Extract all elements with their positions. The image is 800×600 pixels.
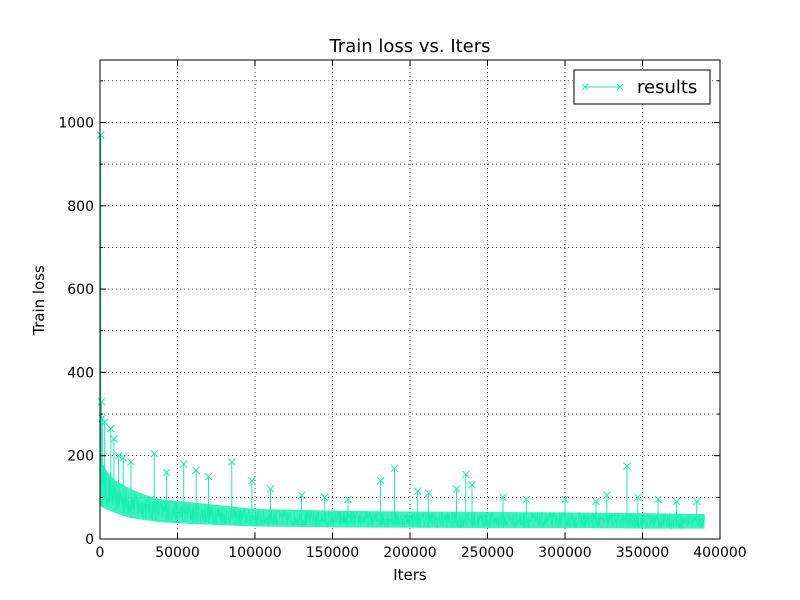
marker-stroke <box>592 497 600 506</box>
y-tick-label: 0 <box>85 532 94 548</box>
marker-stroke <box>100 418 109 427</box>
x-tick-label: 350000 <box>616 545 669 561</box>
series-results-marker <box>672 497 681 506</box>
series-results-marker <box>248 476 256 485</box>
marker-stroke <box>499 493 507 502</box>
x-tick-label: 300000 <box>538 545 591 561</box>
marker-stroke <box>96 131 105 139</box>
series-results-marker <box>424 489 433 498</box>
series-results-marker <box>179 460 188 468</box>
marker-stroke <box>192 466 200 475</box>
y-tick-label: 600 <box>67 282 94 298</box>
marker-stroke <box>320 493 329 502</box>
marker-stroke <box>266 485 275 493</box>
marker-stroke <box>623 462 631 470</box>
marker-stroke <box>297 491 306 500</box>
marker-stroke <box>522 495 531 504</box>
series-results-marker <box>344 495 352 504</box>
series-results-marker <box>592 497 600 506</box>
x-tick-label: 150000 <box>306 545 359 561</box>
y-tick-label: 400 <box>67 365 94 381</box>
y-tick-label: 800 <box>67 199 94 215</box>
series-results-marker <box>162 468 171 477</box>
marker-stroke <box>110 435 118 443</box>
marker-stroke <box>204 472 213 481</box>
marker-stroke <box>452 485 461 493</box>
x-tick-label: 0 <box>96 545 105 561</box>
y-axis-title: Train loss <box>30 265 48 336</box>
marker-stroke <box>561 495 569 504</box>
x-axis-title: Iters <box>393 566 427 584</box>
series-results-marker <box>452 485 461 493</box>
y-tick-label: 200 <box>67 449 94 465</box>
series-results-marker <box>227 458 236 466</box>
x-tick-label: 400000 <box>693 545 746 561</box>
marker-stroke <box>97 397 106 406</box>
series-results-marker <box>297 491 306 500</box>
legend-label-results: results <box>637 77 697 98</box>
x-tick-label: 200000 <box>383 545 436 561</box>
series-results-marker <box>96 131 105 139</box>
marker-stroke <box>633 493 642 502</box>
marker-stroke <box>672 497 681 506</box>
series-results-marker <box>266 485 275 493</box>
marker-stroke <box>654 495 662 504</box>
marker-stroke <box>344 495 352 504</box>
series-results-marker <box>561 495 569 504</box>
series-results-marker <box>192 466 200 475</box>
x-tick-label: 50000 <box>155 545 200 561</box>
marker-stroke <box>390 464 399 473</box>
series-results-marker <box>602 491 611 500</box>
legend: results <box>573 69 711 105</box>
series-results-marker <box>106 424 115 433</box>
marker-stroke <box>162 468 171 477</box>
marker-stroke <box>150 449 159 458</box>
marker-stroke <box>127 458 135 466</box>
marker-stroke <box>114 451 123 460</box>
series-results-marker <box>97 397 106 406</box>
series-results-band <box>100 455 705 529</box>
series-results-marker <box>204 472 213 481</box>
series-results-marker <box>110 435 118 443</box>
x-tick-label: 100000 <box>228 545 281 561</box>
marker-stroke <box>602 491 611 500</box>
series-results-marker <box>100 418 109 427</box>
series-results-line <box>99 460 705 530</box>
series-results-marker <box>654 495 662 504</box>
marker-stroke <box>424 489 433 498</box>
series-results-marker <box>127 458 135 466</box>
legend-marker-x-icon <box>581 83 624 91</box>
marker-stroke <box>468 480 476 489</box>
marker-stroke <box>119 453 128 462</box>
series-results-marker <box>150 449 159 458</box>
series-results-marker <box>320 493 329 502</box>
marker-stroke <box>692 497 701 506</box>
y-tick-label: 1000 <box>58 115 94 131</box>
x-tick-label: 250000 <box>461 545 514 561</box>
marker-stroke <box>376 476 385 485</box>
series-results-marker <box>633 493 642 502</box>
marker-stroke <box>179 460 188 468</box>
marker-stroke <box>461 470 470 479</box>
chart-title: Train loss vs. Iters <box>328 36 490 57</box>
series-results-marker <box>499 493 507 502</box>
marker-stroke <box>227 458 236 466</box>
series-results-marker <box>114 451 123 460</box>
marker-stroke <box>106 424 115 433</box>
series-results-marker <box>522 495 531 504</box>
series-results-marker <box>461 470 470 479</box>
series-results-marker <box>390 464 399 473</box>
series-results-marker <box>413 487 422 495</box>
series-results-marker <box>376 476 385 485</box>
series-results-marker <box>468 480 476 489</box>
series-results-marker <box>623 462 631 470</box>
axes-layer: 0 50000 100000 150000 200000 250000 300000 3500… <box>58 59 747 561</box>
series-results-marker <box>119 453 128 462</box>
series-results-marker <box>692 497 701 506</box>
marker-stroke <box>413 487 422 495</box>
marker-stroke <box>248 476 256 485</box>
